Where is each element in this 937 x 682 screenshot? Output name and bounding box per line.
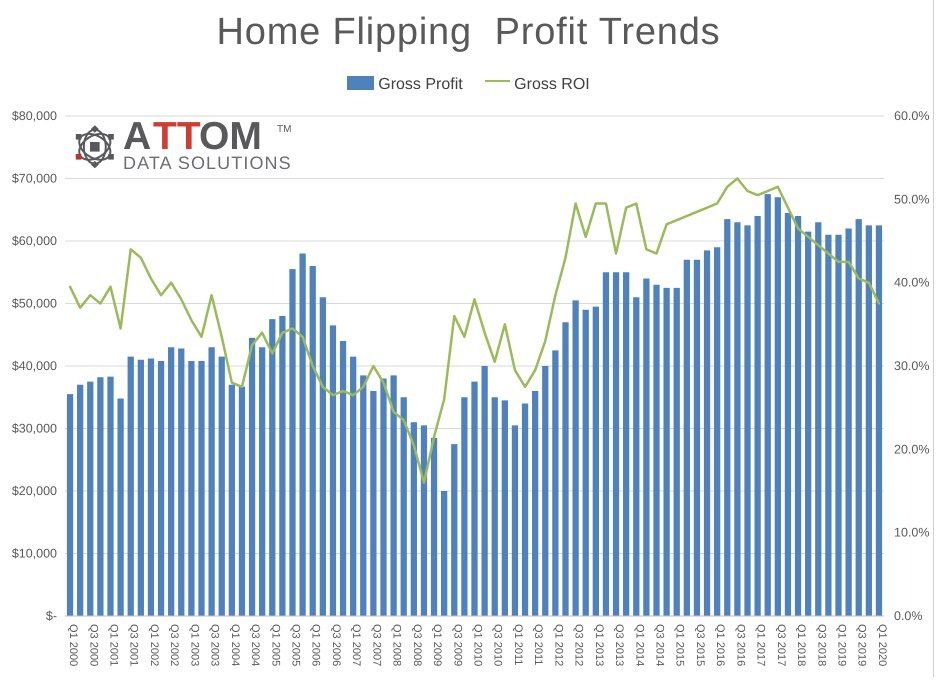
svg-text:Q1 2000: Q1 2000 — [67, 624, 79, 666]
svg-text:Q1 2005: Q1 2005 — [269, 624, 281, 666]
svg-text:$80,000: $80,000 — [12, 109, 57, 123]
svg-text:Q3 2010: Q3 2010 — [492, 624, 504, 666]
svg-text:$60,000: $60,000 — [12, 234, 57, 248]
svg-text:$40,000: $40,000 — [12, 359, 57, 373]
svg-text:10.0%: 10.0% — [894, 526, 929, 540]
svg-text:Q1 2015: Q1 2015 — [674, 624, 686, 666]
svg-text:Q1 2009: Q1 2009 — [431, 624, 443, 666]
svg-text:20.0%: 20.0% — [894, 442, 929, 456]
svg-text:Q1 2003: Q1 2003 — [188, 624, 200, 666]
svg-text:Q3 2019: Q3 2019 — [856, 624, 868, 666]
svg-text:30.0%: 30.0% — [894, 359, 929, 373]
svg-text:Q3 2011: Q3 2011 — [532, 624, 544, 665]
svg-text:Q3 2002: Q3 2002 — [168, 624, 180, 666]
svg-text:Q3 2017: Q3 2017 — [775, 624, 787, 666]
svg-text:Q1 2002: Q1 2002 — [148, 624, 160, 666]
svg-text:Q1 2006: Q1 2006 — [310, 624, 322, 666]
svg-text:Q3 2008: Q3 2008 — [411, 624, 423, 666]
svg-text:Q3 2000: Q3 2000 — [87, 624, 99, 666]
svg-text:$-: $- — [46, 609, 57, 623]
svg-text:Q1 2011: Q1 2011 — [512, 624, 524, 665]
svg-text:Q3 2003: Q3 2003 — [209, 624, 221, 666]
svg-text:Q3 2005: Q3 2005 — [290, 624, 302, 666]
svg-text:Q3 2012: Q3 2012 — [573, 624, 585, 666]
svg-text:Q1 2018: Q1 2018 — [795, 624, 807, 666]
svg-text:Q3 2015: Q3 2015 — [694, 624, 706, 666]
svg-text:Q1 2016: Q1 2016 — [714, 624, 726, 666]
svg-text:$30,000: $30,000 — [12, 422, 57, 436]
svg-text:Q3 2018: Q3 2018 — [815, 624, 827, 666]
svg-text:Q1 2017: Q1 2017 — [755, 624, 767, 666]
svg-text:Q3 2007: Q3 2007 — [370, 624, 382, 666]
svg-text:Q1 2013: Q1 2013 — [593, 624, 605, 666]
svg-text:$50,000: $50,000 — [12, 297, 57, 311]
svg-text:Q3 2013: Q3 2013 — [613, 624, 625, 666]
svg-text:Q3 2004: Q3 2004 — [249, 624, 261, 666]
svg-text:$10,000: $10,000 — [12, 547, 57, 561]
svg-text:Q1 2007: Q1 2007 — [350, 624, 362, 666]
svg-text:Q1 2001: Q1 2001 — [108, 624, 120, 666]
svg-text:Q1 2020: Q1 2020 — [876, 624, 888, 666]
svg-text:Q1 2008: Q1 2008 — [391, 624, 403, 666]
svg-text:60.0%: 60.0% — [894, 109, 929, 123]
svg-text:Q1 2014: Q1 2014 — [633, 624, 645, 666]
svg-text:Q1 2012: Q1 2012 — [552, 624, 564, 666]
svg-text:0.0%: 0.0% — [894, 609, 923, 623]
svg-text:$20,000: $20,000 — [12, 484, 57, 498]
svg-text:50.0%: 50.0% — [894, 192, 929, 206]
svg-text:Q3 2016: Q3 2016 — [734, 624, 746, 666]
svg-text:40.0%: 40.0% — [894, 276, 929, 290]
svg-text:Q3 2014: Q3 2014 — [654, 624, 666, 666]
svg-text:Q1 2004: Q1 2004 — [229, 624, 241, 666]
svg-text:Q1 2019: Q1 2019 — [836, 624, 848, 666]
svg-text:Q3 2009: Q3 2009 — [451, 624, 463, 666]
svg-text:Q3 2001: Q3 2001 — [128, 624, 140, 666]
svg-text:Q1 2010: Q1 2010 — [472, 624, 484, 666]
svg-text:Q3 2006: Q3 2006 — [330, 624, 342, 666]
svg-text:$70,000: $70,000 — [12, 172, 57, 186]
